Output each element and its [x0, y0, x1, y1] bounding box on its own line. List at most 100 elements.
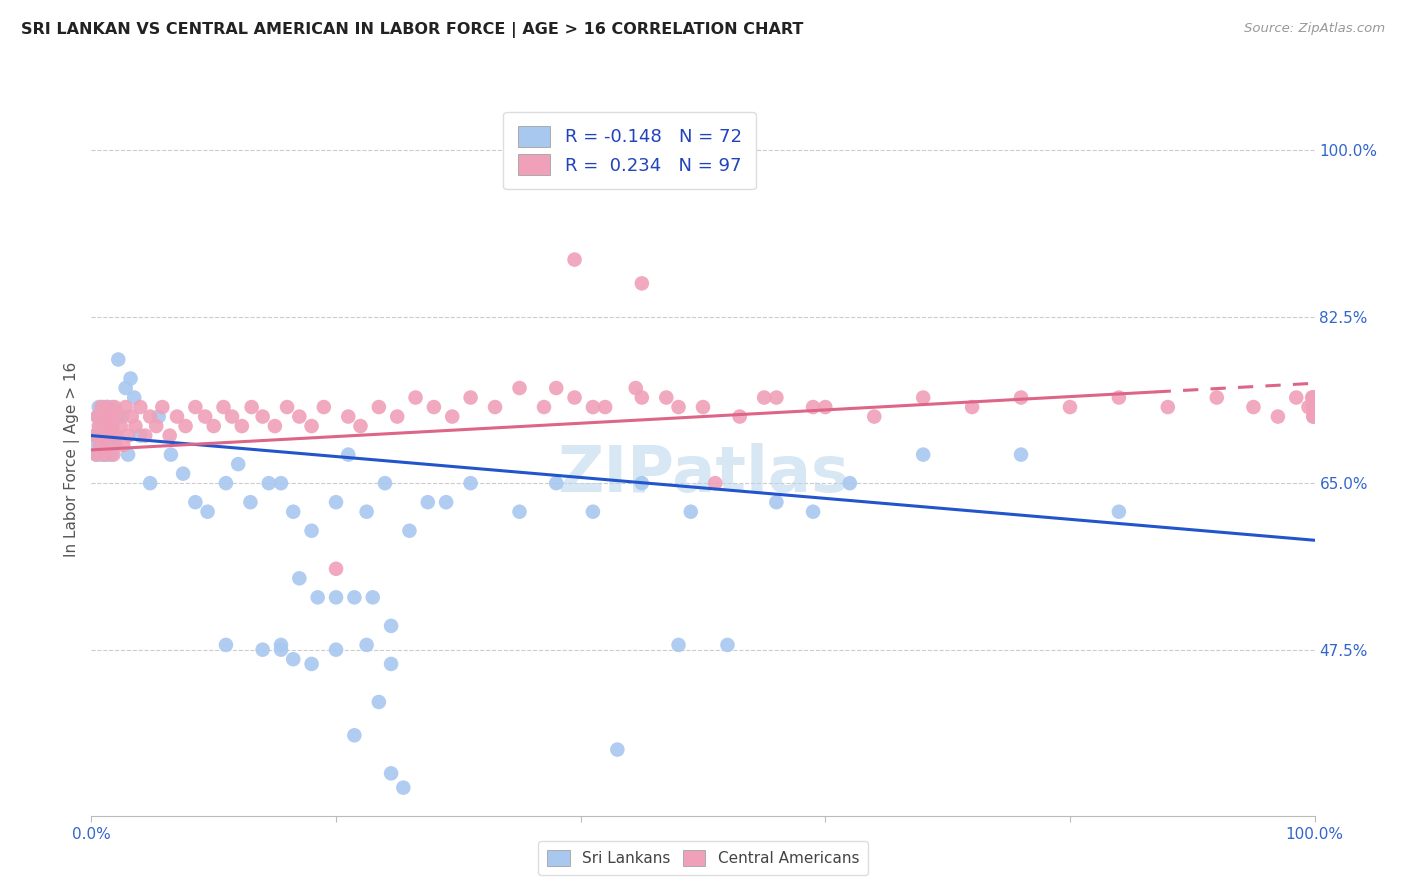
Point [97, 428, 120, 442]
Point [172, 467, 194, 481]
Point [89, 438, 111, 452]
Point [89, 428, 111, 442]
Point [96, 428, 118, 442]
Point [93, 438, 115, 452]
Point [863, 409, 886, 424]
Text: SRI LANKAN VS CENTRAL AMERICAN IN LABOR FORCE | AGE > 16 CORRELATION CHART: SRI LANKAN VS CENTRAL AMERICAN IN LABOR … [21, 22, 803, 38]
Point [1010, 391, 1032, 405]
Point [361, 591, 384, 605]
Point [814, 400, 837, 414]
Point [231, 419, 253, 434]
Point [117, 448, 139, 462]
Point [94, 448, 117, 462]
Point [97, 419, 120, 434]
Legend: Sri Lankans, Central Americans: Sri Lankans, Central Americans [537, 841, 869, 875]
Text: Source: ZipAtlas.com: Source: ZipAtlas.com [1244, 22, 1385, 36]
Point [1267, 409, 1289, 424]
Point [912, 448, 935, 462]
Point [87, 419, 110, 434]
Point [398, 524, 420, 538]
Point [101, 419, 124, 434]
Point [385, 409, 409, 424]
Point [288, 409, 311, 424]
Point [91, 419, 114, 434]
Point [416, 495, 439, 509]
Point [114, 400, 136, 414]
Point [1301, 391, 1323, 405]
Point [631, 476, 654, 491]
Point [434, 495, 457, 509]
Point [139, 476, 162, 491]
Point [252, 642, 274, 657]
Point [89, 419, 111, 434]
Point [288, 571, 311, 585]
Point [98, 428, 121, 442]
Point [631, 391, 654, 405]
Point [240, 400, 263, 414]
Y-axis label: In Labor Force | Age > 16: In Labor Force | Age > 16 [65, 362, 80, 557]
Point [343, 591, 366, 605]
Point [107, 409, 129, 424]
Point [1302, 409, 1324, 424]
Point [121, 409, 143, 424]
Point [98, 438, 121, 452]
Point [564, 391, 586, 405]
Point [367, 695, 389, 709]
Point [509, 505, 531, 519]
Point [423, 400, 446, 414]
Point [94, 419, 117, 434]
Point [546, 381, 568, 395]
Point [337, 448, 360, 462]
Point [184, 495, 207, 509]
Point [679, 505, 702, 519]
Point [754, 391, 776, 405]
Point [103, 428, 125, 442]
Point [405, 391, 427, 405]
Point [380, 619, 402, 633]
Point [100, 419, 122, 434]
Point [212, 400, 235, 414]
Point [704, 476, 727, 491]
Point [166, 409, 188, 424]
Point [90, 438, 112, 452]
Text: ZIPatlas: ZIPatlas [557, 442, 849, 505]
Point [509, 381, 531, 395]
Point [129, 428, 152, 442]
Point [380, 657, 402, 671]
Point [98, 438, 121, 452]
Point [150, 400, 173, 414]
Point [145, 419, 167, 434]
Point [226, 457, 249, 471]
Point [838, 476, 860, 491]
Point [392, 780, 415, 795]
Point [91, 448, 114, 462]
Point [325, 495, 347, 509]
Point [114, 381, 136, 395]
Point [215, 638, 238, 652]
Point [94, 448, 117, 462]
Point [1205, 391, 1227, 405]
Point [120, 371, 142, 385]
Point [124, 419, 146, 434]
Point [716, 638, 738, 652]
Point [184, 400, 207, 414]
Legend: R = -0.148   N = 72, R =  0.234   N = 97: R = -0.148 N = 72, R = 0.234 N = 97 [503, 112, 756, 189]
Point [148, 409, 170, 424]
Point [252, 409, 274, 424]
Point [93, 428, 115, 442]
Point [104, 400, 127, 414]
Point [84, 428, 107, 442]
Point [117, 428, 139, 442]
Point [276, 400, 298, 414]
Point [606, 742, 628, 756]
Point [533, 400, 555, 414]
Point [692, 400, 714, 414]
Point [546, 476, 568, 491]
Point [564, 252, 586, 267]
Point [174, 419, 197, 434]
Point [270, 476, 292, 491]
Point [912, 391, 935, 405]
Point [1059, 400, 1081, 414]
Point [257, 476, 280, 491]
Point [110, 419, 132, 434]
